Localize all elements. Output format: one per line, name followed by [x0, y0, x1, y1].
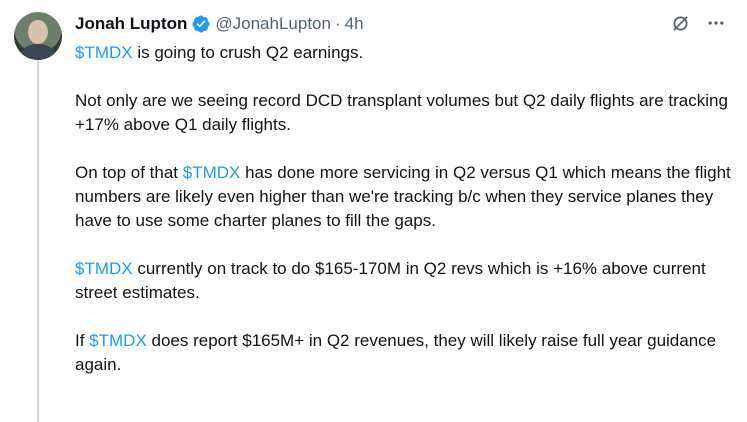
tweet-body: $TMDX is going to crush Q2 earnings. Not…: [75, 41, 735, 377]
tweet-paragraph-1: $TMDX is going to crush Q2 earnings.: [75, 41, 735, 65]
avatar[interactable]: [14, 12, 62, 60]
thread-line: [37, 60, 39, 422]
cashtag-link[interactable]: $TMDX: [75, 43, 133, 62]
author-handle[interactable]: @JonahLupton: [215, 14, 331, 33]
tweet-paragraph-5: If $TMDX does report $165M+ in Q2 revenu…: [75, 329, 735, 377]
cashtag-link[interactable]: $TMDX: [89, 331, 147, 350]
tweet-header: Jonah Lupton @JonahLupton · 4h: [75, 12, 727, 36]
cashtag-link[interactable]: $TMDX: [182, 163, 241, 182]
tweet-paragraph-3: On top of that $TMDX has done more servi…: [75, 161, 735, 233]
tweet-text: If: [75, 331, 90, 350]
avatar-shirt: [20, 44, 56, 60]
tweet-text: has done more servicing in Q2 versus Q1 …: [75, 163, 731, 230]
avatar-face: [28, 20, 48, 44]
tweet-paragraph-2: Not only are we seeing record DCD transp…: [75, 89, 735, 137]
tweet-text: does report $165M+ in Q2 revenues, they …: [75, 331, 717, 374]
verified-badge-icon[interactable]: [191, 14, 211, 34]
tweet-text: On top of that: [75, 163, 183, 182]
tweet-actions: [669, 12, 727, 34]
grok-icon[interactable]: [669, 12, 691, 34]
tweet-paragraph-4: $TMDX currently on track to do $165-170M…: [75, 257, 735, 305]
timestamp[interactable]: 4h: [344, 14, 364, 33]
more-icon[interactable]: [705, 12, 727, 34]
tweet-text: currently on track to do $165-170M in Q2…: [75, 259, 706, 302]
tweet-text: Not only are we seeing record DCD transp…: [75, 91, 728, 134]
cashtag-link[interactable]: $TMDX: [75, 259, 133, 278]
separator-dot: ·: [334, 14, 341, 33]
tweet-text: is going to crush Q2 earnings.: [132, 43, 364, 62]
author-name[interactable]: Jonah Lupton: [75, 14, 188, 33]
